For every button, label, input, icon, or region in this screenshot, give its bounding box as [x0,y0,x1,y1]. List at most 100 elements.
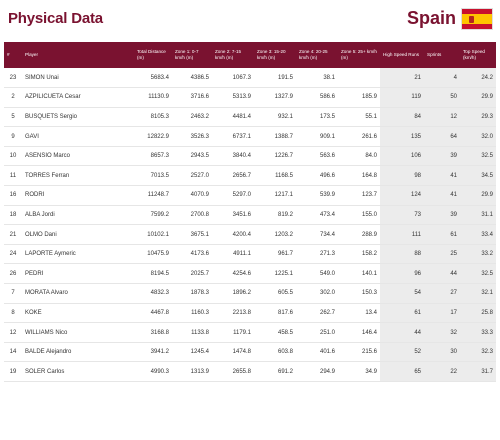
stat-cell: 691.2 [277,368,293,375]
stat-cell: 24.2 [460,68,496,88]
table-row: 14 BALDE Alejandro 3941.2 1245.4 1474.8 603.8… [4,342,496,362]
stat-cell: 1168.5 [275,172,293,179]
stat-cell: 1388.7 [274,133,293,140]
stat-cell: 146.4 [361,329,377,336]
stat-cell: 7599.2 [150,211,169,218]
stat-cell: 4386.5 [190,74,209,81]
stat-cell: 123.7 [361,192,377,199]
stat-cell: 55.1 [365,113,377,120]
player-name: LAPORTE Aymeric [25,251,76,258]
stat-cell: 1160.3 [191,309,209,316]
stat-cell: 32.0 [460,126,496,147]
stat-cell: 1245.4 [190,349,209,356]
player-number: 7 [11,290,15,297]
stat-cell: 4254.6 [232,270,251,277]
stat-cell: 1225.1 [274,270,293,277]
stat-cell: 7013.5 [150,172,169,179]
player-name: MORATA Alvaro [25,290,68,297]
stat-cell: 251.0 [319,329,335,336]
stat-cell: 111 [380,224,424,245]
physical-data-table: # Player Total Distance (m) Zone 1: 0-7 km/… [4,42,496,382]
stat-cell: 4467.8 [150,309,169,316]
stat-cell: 22 [424,361,460,382]
stat-cell: 3526.3 [190,133,209,140]
player-name: OLMO Dani [25,231,57,238]
table-row: 26 PEDRI 8194.5 2025.7 4254.6 1225.1 549.0 140.… [4,263,496,284]
stat-cell: 31.7 [460,361,496,382]
player-name: AZPILICUETA Cesar [25,94,81,101]
column-header: High Speed Runs [383,52,420,58]
table-row: 19 SOLER Carlos 4990.3 1313.9 2655.8 691.2 294… [4,361,496,382]
player-name: TORRES Ferran [25,172,70,179]
stat-cell: 41 [424,185,460,206]
stat-cell: 549.0 [319,270,335,277]
stat-cell: 25 [424,244,460,264]
player-name: SOLER Carlos [25,368,65,375]
column-header: Zone 3: 15-20 km/h (m) [257,49,286,60]
stat-cell: 909.1 [319,133,335,140]
stat-cell: 1203.2 [274,231,293,238]
stat-cell: 33.4 [460,224,496,245]
stat-cell: 1179.1 [233,329,251,336]
stat-cell: 44 [424,263,460,284]
table-row: 7 MORATA Alvaro 4832.3 1878.3 1896.2 605.5 302… [4,283,496,304]
stat-cell: 1878.3 [190,290,209,297]
stat-cell: 135 [380,126,424,147]
stat-cell: 84.0 [365,153,377,160]
stat-cell: 39 [424,205,460,225]
player-number: 8 [11,309,15,316]
stat-cell: 2213.8 [232,309,251,316]
stat-cell: 39 [424,146,460,166]
stat-cell: 185.9 [361,94,377,101]
stat-cell: 2025.7 [190,270,209,277]
player-number: 12 [9,329,17,336]
stat-cell: 25.8 [460,303,496,323]
stat-cell: 150.3 [361,290,377,297]
stat-cell: 21 [380,68,424,88]
player-number: 18 [9,211,17,218]
player-number: 11 [9,172,17,179]
player-name: ASENSIO Marco [25,153,71,160]
stat-cell: 271.3 [319,251,335,258]
column-header: Zone 1: 0-7 km/h (m) [175,49,199,60]
player-number: 23 [9,74,17,81]
stat-cell: 29.9 [460,87,496,108]
stat-cell: 3675.1 [190,231,209,238]
player-number: 26 [9,270,17,277]
table-row: 16 RODRI 11248.7 4070.9 5297.0 1217.1 539.9 123… [4,185,496,206]
column-header: Player [25,52,39,58]
stat-cell: 4173.6 [190,251,209,258]
player-name: RODRI [25,192,45,199]
stat-cell: 31.1 [460,205,496,225]
stat-cell: 473.4 [319,211,335,218]
stat-cell: 140.1 [361,270,377,277]
stat-cell: 294.9 [319,368,335,375]
column-header: Zone 2: 7-15 km/h (m) [215,49,242,60]
player-number: 16 [9,192,17,199]
stat-cell: 4481.4 [232,113,251,120]
stat-cell: 401.6 [319,349,335,356]
stat-cell: 2463.2 [190,113,209,120]
stat-cell: 106 [380,146,424,166]
table-row: 10 ASENSIO Marco 8657.3 2943.5 3840.4 1226.7 5… [4,146,496,166]
stat-cell: 155.0 [361,211,377,218]
team-name: Spain [406,8,456,28]
player-name: SIMON Unai [25,74,59,81]
stat-cell: 1226.7 [274,153,293,160]
stat-cell: 302.0 [319,290,335,297]
stat-cell: 2527.0 [190,172,209,179]
stat-cell: 50 [424,87,460,108]
player-name: BALDE Alejandro [25,349,72,356]
table-header-row: # Player Total Distance (m) Zone 1: 0-7 km/… [4,42,496,68]
stat-cell: 54 [380,283,424,304]
stat-cell: 215.6 [361,349,377,356]
stat-cell: 52 [380,342,424,362]
stat-cell: 38.1 [323,74,335,81]
table-row: 12 WILLIAMS Nico 3168.8 1133.8 1179.1 458.5 25… [4,322,496,343]
column-header: Total Distance (m) [137,49,166,60]
stat-cell: 191.5 [277,74,293,81]
stat-cell: 586.6 [319,94,335,101]
stat-cell: 11248.7 [147,192,169,199]
stat-cell: 12 [424,107,460,127]
stat-cell: 41 [424,165,460,186]
